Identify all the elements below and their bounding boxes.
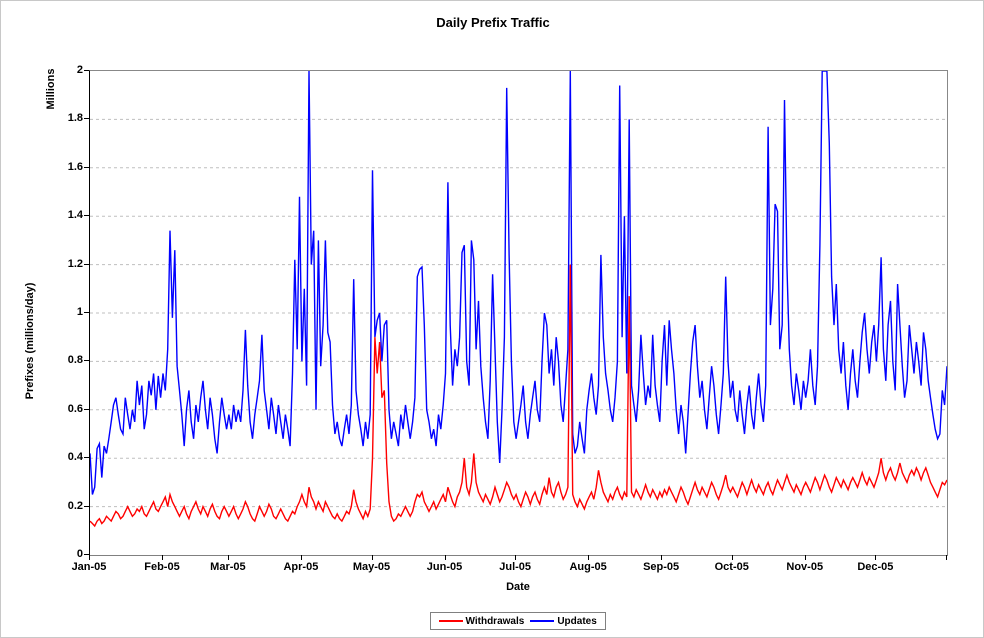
y-tick-mark (84, 457, 89, 459)
y-tick-label: 1.4 (67, 209, 83, 222)
y-tick-mark (84, 312, 89, 313)
y-tick-label: 1.2 (67, 257, 83, 270)
legend: Withdrawals Updates (429, 612, 606, 630)
series-line-updates (90, 71, 947, 495)
y-tick-mark (84, 263, 89, 265)
series-line-withdrawals (90, 264, 947, 528)
y-tick-label: 0.6 (67, 402, 83, 415)
y-tick-label: 0.8 (67, 354, 83, 367)
y-tick-label: 0.2 (67, 499, 83, 512)
x-axis-title: Date (506, 581, 530, 593)
y-tick-mark (84, 70, 89, 71)
legend-label: Updates (557, 615, 597, 627)
legend-item-withdrawals: Withdrawals (438, 615, 525, 627)
x-tick-mark (875, 555, 877, 560)
chart-title: Daily Prefix Traffic (436, 15, 550, 30)
x-tick-label: Dec-05 (857, 561, 894, 573)
y-tick-mark (84, 215, 89, 217)
x-tick-mark (444, 555, 446, 560)
x-tick-mark (946, 555, 947, 560)
x-tick-label: Oct-05 (714, 561, 749, 573)
x-tick-label: Sep-05 (643, 561, 680, 573)
x-tick-mark (161, 555, 163, 560)
x-tick-mark (89, 555, 90, 560)
x-tick-label: May-05 (352, 561, 391, 573)
y-tick-mark (84, 166, 89, 168)
y-tick-mark (84, 118, 89, 120)
x-tick-label: Jul-05 (499, 561, 532, 573)
x-tick-label: Feb-05 (144, 561, 180, 573)
y-tick-label: 1 (76, 306, 83, 318)
x-tick-label: Jan-05 (71, 561, 107, 573)
y-tick-label: 1.8 (67, 112, 83, 125)
y-tick-mark (84, 360, 89, 362)
x-tick-mark (731, 555, 733, 560)
legend-line-sample (438, 620, 463, 622)
x-tick-mark (588, 555, 590, 560)
x-tick-label: Mar-05 (210, 561, 246, 573)
legend-line-sample (530, 620, 555, 622)
y-tick-mark (84, 554, 89, 555)
y-tick-mark (84, 408, 89, 410)
x-tick-mark (661, 555, 663, 560)
x-tick-label: Nov-05 (786, 561, 824, 573)
legend-label: Withdrawals (465, 615, 525, 627)
x-tick-mark (804, 555, 806, 560)
x-tick-mark (371, 555, 373, 560)
plot-area (89, 70, 948, 556)
x-tick-label: Jun-05 (426, 561, 463, 573)
y-tick-label: 0 (76, 548, 83, 560)
y-tick-label: 1.6 (67, 160, 83, 173)
x-tick-mark (227, 555, 229, 560)
x-tick-label: Apr-05 (283, 561, 319, 573)
y-tick-label: 0.4 (67, 451, 83, 464)
x-tick-label: Aug-05 (569, 561, 607, 573)
y-tick-mark (84, 505, 89, 507)
x-tick-mark (515, 555, 517, 560)
y-tick-label: 2 (76, 64, 83, 76)
series-lines (90, 71, 947, 528)
legend-item-updates: Updates (530, 615, 597, 627)
y-axis-title: Prefixes (millions/day) (24, 282, 36, 400)
x-tick-mark (300, 555, 302, 560)
